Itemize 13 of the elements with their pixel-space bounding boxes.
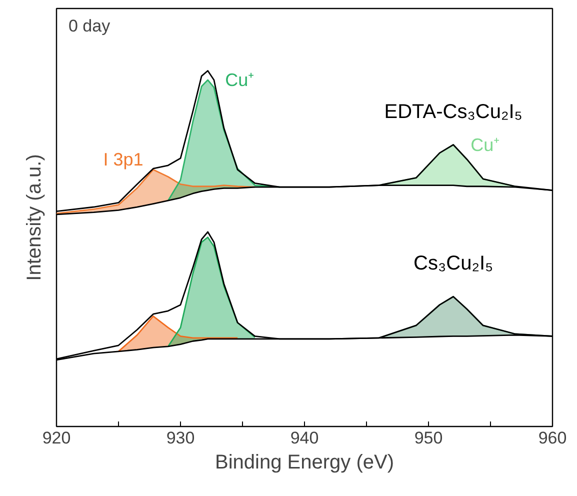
series-label: Cu⁺ xyxy=(470,134,500,155)
text: 0 day xyxy=(68,16,111,36)
x-tick-label: 960 xyxy=(538,428,567,448)
x-tick-label: 950 xyxy=(414,428,443,448)
x-axis-title: Binding Energy (eV) xyxy=(215,452,394,474)
series-label: I 3p1 xyxy=(103,150,144,170)
series-label: EDTA-Cs₃Cu₂I₅ xyxy=(384,100,522,123)
x-tick-label: 920 xyxy=(42,428,71,448)
x-tick-label: 930 xyxy=(166,428,195,448)
series-label: Cu⁺ xyxy=(225,70,254,90)
y-axis-title: Intensity (a.u.) xyxy=(24,154,46,281)
x-tick-label: 940 xyxy=(290,428,319,448)
series-label: Cs₃Cu₂I₅ xyxy=(414,252,494,275)
